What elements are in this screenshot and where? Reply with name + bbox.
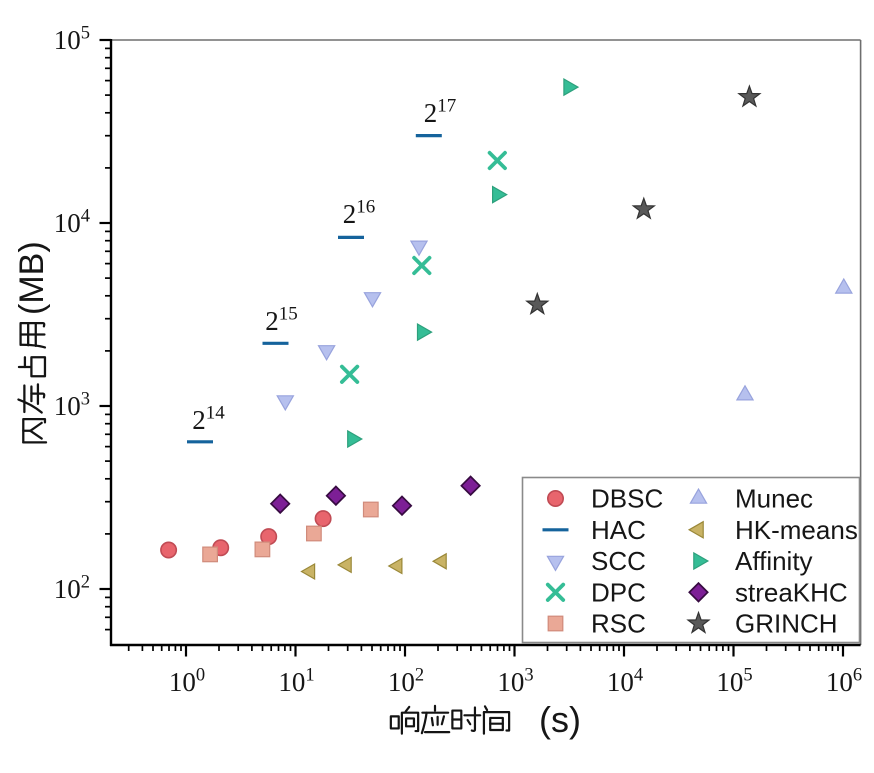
svg-text:GRINCH: GRINCH	[735, 609, 838, 639]
svg-text:RSC: RSC	[591, 609, 646, 639]
svg-text:(MB): (MB)	[13, 241, 51, 315]
svg-text:streaKHC: streaKHC	[735, 577, 848, 607]
svg-text:HAC: HAC	[591, 515, 646, 545]
svg-text:DPC: DPC	[591, 577, 646, 607]
svg-text:Munec: Munec	[735, 484, 813, 514]
svg-text:HK-means: HK-means	[735, 515, 858, 545]
svg-text:SCC: SCC	[591, 546, 646, 576]
svg-text:DBSC: DBSC	[591, 484, 663, 514]
svg-text:Affinity: Affinity	[735, 546, 813, 576]
svg-text:(s): (s)	[539, 699, 581, 740]
